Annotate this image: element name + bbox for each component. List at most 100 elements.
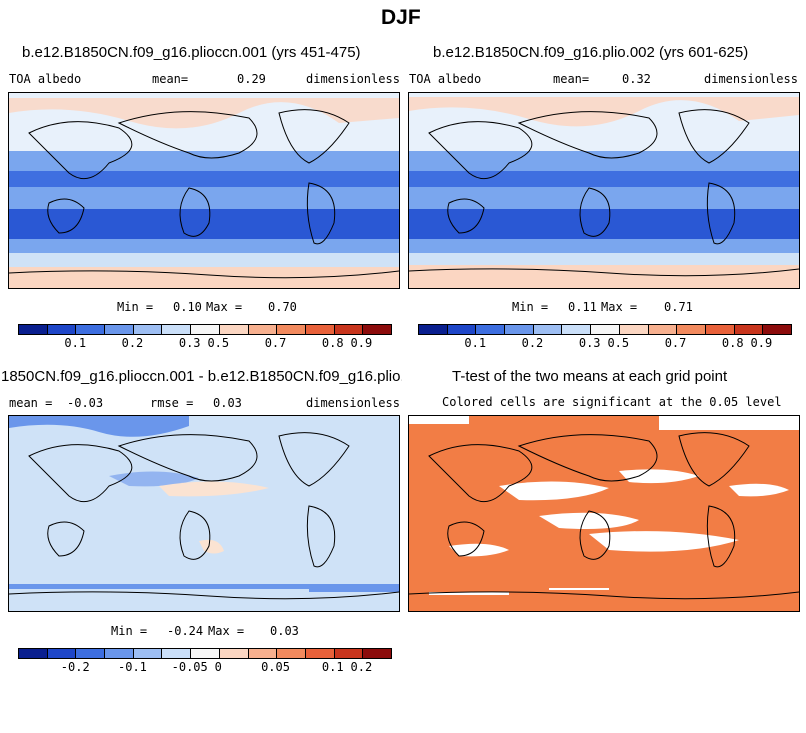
panel2-field-label: TOA albedo	[409, 72, 482, 86]
panel4-title: T-test of the two means at each grid poi…	[452, 368, 728, 385]
panel1-mean-label: mean=	[152, 72, 189, 86]
colorbar-swatch	[476, 325, 506, 334]
colorbar-swatch	[591, 325, 620, 334]
panel3-min-label: Min =	[111, 624, 148, 638]
colorbar-tick-label: 0.9	[750, 336, 773, 350]
panel3-units: dimensionless	[306, 396, 400, 410]
colorbar-swatch	[505, 325, 534, 334]
panel2-max-value: 0.71	[664, 300, 693, 314]
colorbar-tick-label: 0.2	[350, 660, 373, 674]
panel2-min-label: Min =	[512, 300, 549, 314]
panel1-colorbar	[18, 324, 392, 335]
colorbar-swatch	[191, 325, 220, 334]
colorbar-swatch	[763, 325, 791, 334]
panel1-min-label: Min =	[117, 300, 154, 314]
colorbar-tick-label: 0.5	[207, 336, 230, 350]
colorbar-swatch	[248, 325, 278, 334]
colorbar-swatch	[19, 325, 48, 334]
panel3-rmse-value: 0.03	[213, 396, 242, 410]
panel3-max-value: 0.03	[270, 624, 299, 638]
panel1-min-value: 0.10	[173, 300, 202, 314]
colorbar-swatch	[677, 325, 706, 334]
panel4-map	[408, 415, 800, 612]
colorbar-swatch	[305, 325, 335, 334]
colorbar-tick-label: 0.7	[264, 336, 287, 350]
colorbar-swatch	[47, 649, 77, 658]
panel3-map-svg	[9, 416, 399, 611]
colorbar-swatch	[447, 325, 477, 334]
colorbar-tick-label: 0.5	[607, 336, 630, 350]
colorbar-swatch	[162, 649, 192, 658]
panel2-mean-label: mean=	[553, 72, 590, 86]
colorbar-tick-label: 0.2	[521, 336, 544, 350]
panel2-mean-value: 0.32	[622, 72, 651, 86]
figure-title: DJF	[381, 6, 421, 29]
colorbar-tick-label: 0	[214, 660, 222, 674]
colorbar-tick-label: 0.7	[664, 336, 687, 350]
colorbar-swatch	[363, 325, 391, 334]
colorbar-swatch	[76, 649, 106, 658]
colorbar-swatch	[363, 649, 391, 658]
colorbar-swatch	[219, 649, 249, 658]
colorbar-swatch	[105, 649, 134, 658]
panel4-map-svg	[409, 416, 799, 611]
panel2-map	[408, 92, 800, 289]
panel3-map	[8, 415, 400, 612]
colorbar-swatch	[219, 325, 249, 334]
panel1-map	[8, 92, 400, 289]
panel3-mean-label: mean =	[9, 396, 53, 410]
colorbar-tick-label: -0.2	[60, 660, 90, 674]
colorbar-swatch	[619, 325, 649, 334]
panel2-min-value: 0.11	[568, 300, 597, 314]
colorbar-swatch	[705, 325, 735, 334]
colorbar-tick-label: -0.1	[118, 660, 147, 674]
colorbar-swatch	[133, 649, 163, 658]
colorbar-swatch	[133, 325, 163, 334]
panel1-field-label: TOA albedo	[9, 72, 82, 86]
colorbar-swatch	[162, 325, 192, 334]
colorbar-swatch	[248, 649, 278, 658]
colorbar-tick-label: 0.1	[321, 660, 344, 674]
colorbar-swatch	[76, 325, 106, 334]
panel4-subtitle: Colored cells are significant at the 0.0…	[442, 395, 782, 409]
colorbar-tick-label: 0.8	[321, 336, 344, 350]
panel3-min-value: -0.24	[167, 624, 204, 638]
colorbar-tick-label: 0.05	[261, 660, 290, 674]
panel2-map-svg	[409, 93, 799, 288]
colorbar-tick-label: -0.05	[171, 660, 208, 674]
colorbar-swatch	[562, 325, 592, 334]
colorbar-swatch	[334, 325, 364, 334]
panel3-max-label: Max =	[208, 624, 245, 638]
panel1-max-value: 0.70	[268, 300, 297, 314]
panel2-max-label: Max =	[601, 300, 638, 314]
colorbar-swatch	[734, 325, 764, 334]
colorbar-tick-label: 0.8	[721, 336, 744, 350]
colorbar-swatch	[191, 649, 220, 658]
panel2-units: dimensionless	[704, 72, 798, 86]
colorbar-tick-label: 0.1	[464, 336, 487, 350]
panel1-units: dimensionless	[306, 72, 400, 86]
colorbar-swatch	[334, 649, 364, 658]
panel2-title: b.e12.B1850CN.f09_g16.plio.002 (yrs 601-…	[433, 44, 749, 61]
colorbar-swatch	[19, 649, 48, 658]
colorbar-tick-label: 0.2	[121, 336, 144, 350]
colorbar-swatch	[419, 325, 448, 334]
panel1-map-svg	[9, 93, 399, 288]
colorbar-tick-label: 0.9	[350, 336, 373, 350]
panel1-max-label: Max =	[206, 300, 243, 314]
colorbar-swatch	[305, 649, 335, 658]
panel3-rmse-label: rmse =	[150, 396, 194, 410]
colorbar-swatch	[277, 325, 306, 334]
panel3-colorbar	[18, 648, 392, 659]
colorbar-swatch	[533, 325, 563, 334]
colorbar-tick-label: 0.1	[64, 336, 87, 350]
panel3-mean-value: -0.03	[67, 396, 104, 410]
colorbar-swatch	[105, 325, 134, 334]
colorbar-tick-label: 0.3	[178, 336, 201, 350]
colorbar-swatch	[47, 325, 77, 334]
panel1-title: b.e12.B1850CN.f09_g16.plioccn.001 (yrs 4…	[22, 44, 361, 61]
colorbar-tick-label: 0.3	[578, 336, 601, 350]
panel2-colorbar	[418, 324, 792, 335]
panel1-mean-value: 0.29	[237, 72, 266, 86]
panel3-title: 1850CN.f09_g16.plioccn.001 - b.e12.B1850…	[1, 368, 402, 385]
